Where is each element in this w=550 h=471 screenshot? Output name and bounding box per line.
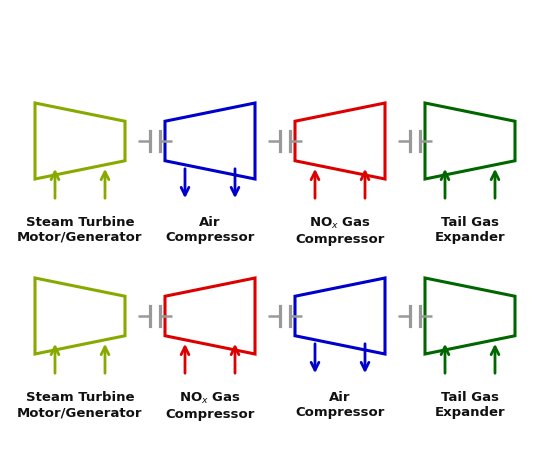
Text: Tail Gas
Expander: Tail Gas Expander (434, 216, 505, 244)
Text: Tail Gas
Expander: Tail Gas Expander (434, 391, 505, 419)
Text: Steam Turbine
Motor/Generator: Steam Turbine Motor/Generator (17, 216, 143, 244)
Text: Air
Compressor: Air Compressor (166, 216, 255, 244)
Text: NO$_x$ Gas
Compressor: NO$_x$ Gas Compressor (295, 216, 384, 246)
Text: Steam Turbine
Motor/Generator: Steam Turbine Motor/Generator (17, 391, 143, 419)
Text: NO$_x$ Gas
Compressor: NO$_x$ Gas Compressor (166, 391, 255, 421)
Text: Air
Compressor: Air Compressor (295, 391, 384, 419)
